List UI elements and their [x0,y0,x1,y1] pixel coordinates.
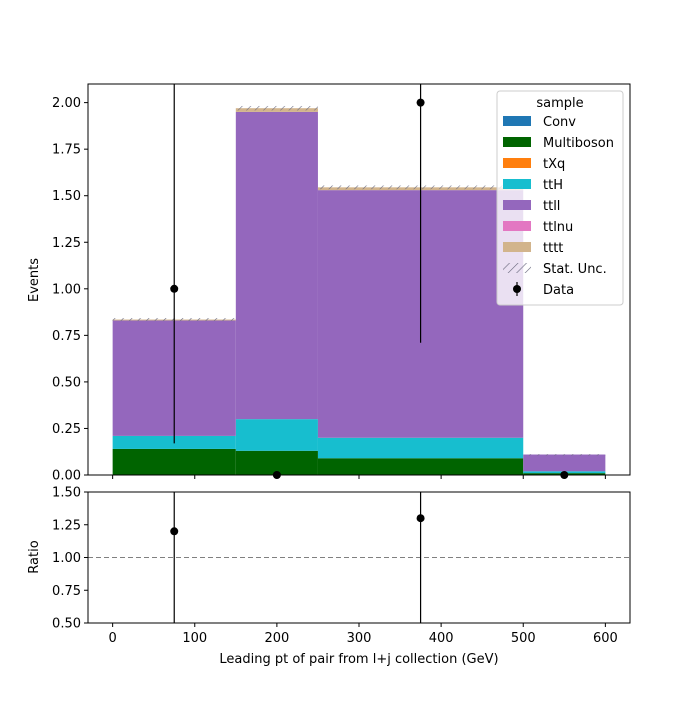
legend-item-ttlnu[interactable]: ttlnu [503,220,573,235]
x-tick-label-5: 500 [511,631,536,646]
main-y-tick-label-7: 1.75 [52,143,81,158]
bar-ttll-bin-3 [523,454,606,472]
ratio-y-tick-label-2: 1.00 [52,551,81,566]
legend-item-txq[interactable]: tXq [503,157,565,172]
ratio-x-ticks: 0 100 200 300 400 500 600 [108,623,618,646]
main-y-tick-label-5: 1.25 [52,236,81,251]
x-tick-label-3: 300 [347,631,372,646]
legend-label: ttll [543,199,560,214]
data-point-2 [416,98,425,107]
ratio-point-0 [170,527,179,536]
main-y-tick-label-1: 0.25 [52,422,81,437]
x-tick-label-4: 400 [429,631,454,646]
main-y-tick-label-0: 0.00 [52,469,81,484]
legend-label: Conv [543,115,576,130]
legend-swatch [503,179,531,189]
x-tick-label-2: 200 [264,631,289,646]
legend-label: Data [543,283,574,298]
legend-item-stat-unc-[interactable]: Stat. Unc. [503,262,607,277]
x-tick-label-1: 100 [182,631,207,646]
main-y-axis-label: Events [27,258,42,302]
main-y-ticks: 0.00 0.25 0.50 0.75 1.00 1.25 1.50 1.75 2.00 [52,96,88,484]
main-y-tick-label-8: 2.00 [52,96,81,111]
ratio-points [170,492,425,623]
legend-marker [513,285,521,293]
ratio-point-1 [416,514,425,523]
main-x-ticks [112,475,606,479]
main-plot-panel: 0.00 0.25 0.50 0.75 1.00 1.25 1.50 1.75 2.00 Eve… [27,83,631,484]
data-point-0 [170,284,179,293]
main-y-tick-label-6: 1.50 [52,189,81,204]
legend-label: ttlnu [543,220,573,235]
legend-swatch [503,137,531,147]
legend-label: Multiboson [543,136,614,151]
ratio-y-axis-label: Ratio [27,540,42,573]
legend-item-ttll[interactable]: ttll [503,199,560,214]
stat-unc-band-bin-1 [235,105,318,111]
legend-title: sample [536,96,583,111]
legend-item-data[interactable]: Data [513,282,574,298]
legend-label: tXq [543,157,565,172]
ratio-y-ticks: 0.50 0.75 1.00 1.25 1.50 [52,486,88,632]
legend-swatch [503,242,531,252]
main-y-tick-label-4: 1.00 [52,282,81,297]
bar-tth-bin-2 [317,437,524,459]
x-tick-label-0: 0 [108,631,116,646]
legend-swatch-hatch [503,263,531,273]
ratio-y-tick-label-3: 1.25 [52,518,81,533]
bar-multiboson-bin-0 [112,448,236,475]
bar-tth-bin-1 [235,419,318,451]
legend-swatch [503,200,531,210]
ratio-plot-panel: 0 100 200 300 400 500 600 0.50 0.75 1.00 1.25 1.50… [27,486,631,667]
x-tick-label-6: 600 [593,631,618,646]
bar-multiboson-bin-2 [317,458,524,475]
legend[interactable]: sample Conv Multiboson tXq ttH ttll ttlnu tttt… [496,90,624,306]
stat-unc-band-bin-3 [523,454,606,456]
main-y-tick-label-2: 0.50 [52,375,81,390]
legend-item-tttt[interactable]: tttt [503,241,563,256]
legend-item-tth[interactable]: ttH [503,178,563,193]
legend-item-conv[interactable]: Conv [503,115,576,130]
legend-label: ttH [543,178,563,193]
ratio-y-tick-label-0: 0.50 [52,617,81,632]
bar-multiboson-bin-1 [235,450,318,475]
legend-swatch [503,221,531,231]
legend-item-multiboson[interactable]: Multiboson [503,136,614,151]
main-y-tick-label-3: 0.75 [52,329,81,344]
legend-label: Stat. Unc. [543,262,607,277]
ratio-y-tick-label-1: 0.75 [52,584,81,599]
bar-ttll-bin-1 [235,111,318,420]
ratio-y-tick-label-4: 1.50 [52,486,81,501]
x-axis-label: Leading pt of pair from l+j collection (… [219,652,498,667]
legend-swatch [503,116,531,126]
legend-swatch [503,158,531,168]
legend-label: tttt [543,241,563,256]
